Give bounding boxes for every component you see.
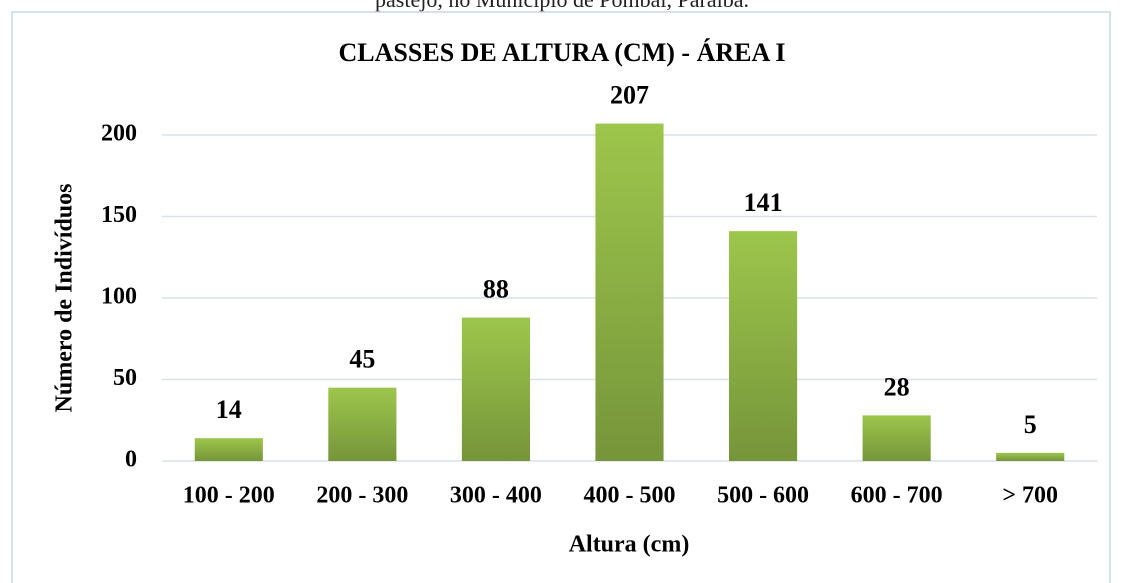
data-label: 45 [349,345,375,374]
x-tick-label: 100 - 200 [183,483,275,509]
data-label: 5 [1024,410,1037,439]
data-label: 28 [884,372,910,401]
y-tick-label: 100 [101,284,137,310]
data-label: 141 [744,188,783,217]
data-label: 88 [483,275,509,304]
bar [595,123,664,461]
x-tick-label: > 700 [1002,483,1058,509]
x-tick-label: 500 - 600 [717,483,809,509]
bar [194,438,263,461]
x-tick-label: 200 - 300 [316,483,408,509]
bar [729,231,798,461]
caption: pastejo, no Município de Pombal, Paraíba… [375,0,749,12]
chart-title: CLASSES DE ALTURA (CM) - ÁREA I [339,38,786,67]
y-tick-label: 200 [101,121,137,147]
bar [862,415,931,461]
x-tick-label: 300 - 400 [450,483,542,509]
x-tick-label: 600 - 700 [851,483,943,509]
y-tick-label: 150 [101,202,137,228]
data-label: 207 [610,81,649,110]
bar [328,387,397,461]
bar [996,452,1065,461]
x-axis-title: Altura (cm) [569,532,690,558]
y-tick-label: 50 [113,365,137,391]
data-label: 14 [216,395,242,424]
y-axis-title: Número de Indivíduos [52,184,78,413]
x-tick-label: 400 - 500 [584,483,676,509]
bar [461,317,530,461]
y-tick-label: 0 [125,447,137,473]
